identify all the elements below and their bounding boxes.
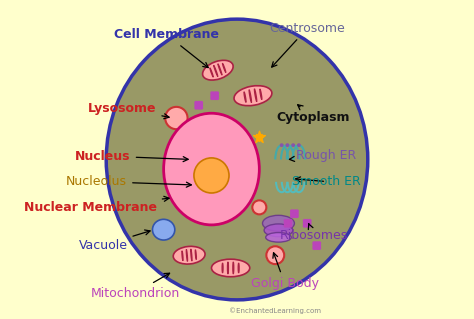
Circle shape — [286, 219, 290, 223]
Circle shape — [285, 143, 289, 147]
Text: Lysosome: Lysosome — [88, 102, 169, 119]
Text: Vacuole: Vacuole — [79, 230, 150, 252]
Ellipse shape — [202, 60, 233, 80]
Circle shape — [286, 224, 290, 228]
Circle shape — [266, 246, 284, 264]
Circle shape — [312, 244, 316, 248]
Circle shape — [289, 221, 292, 225]
Text: Cytoplasm: Cytoplasm — [277, 105, 350, 124]
Circle shape — [283, 224, 287, 228]
Circle shape — [289, 224, 292, 228]
Circle shape — [194, 101, 198, 105]
Ellipse shape — [211, 259, 250, 277]
Ellipse shape — [263, 215, 294, 231]
Text: Mitochondrion: Mitochondrion — [90, 273, 180, 300]
Ellipse shape — [164, 113, 259, 225]
Circle shape — [289, 219, 292, 223]
Ellipse shape — [234, 86, 272, 106]
Circle shape — [215, 96, 219, 100]
Circle shape — [252, 200, 266, 214]
Circle shape — [210, 94, 214, 98]
Ellipse shape — [153, 219, 175, 240]
Circle shape — [303, 219, 307, 223]
Circle shape — [165, 107, 188, 129]
Ellipse shape — [264, 224, 293, 237]
Point — [255, 135, 263, 140]
Circle shape — [312, 246, 316, 250]
Circle shape — [305, 221, 309, 225]
Ellipse shape — [181, 121, 203, 147]
Circle shape — [215, 94, 219, 98]
Text: Nuclear Membrane: Nuclear Membrane — [24, 196, 169, 213]
Circle shape — [197, 103, 201, 107]
Circle shape — [308, 224, 311, 228]
Circle shape — [210, 91, 214, 95]
Circle shape — [197, 106, 201, 110]
Circle shape — [210, 96, 214, 100]
Circle shape — [305, 219, 309, 223]
Circle shape — [297, 143, 301, 147]
Ellipse shape — [106, 19, 368, 300]
Circle shape — [318, 246, 321, 250]
Circle shape — [213, 91, 217, 95]
Circle shape — [312, 241, 316, 245]
Circle shape — [315, 241, 319, 245]
Text: Centrosome: Centrosome — [269, 22, 345, 67]
Circle shape — [303, 221, 307, 225]
Text: Nucleus: Nucleus — [75, 150, 188, 162]
Ellipse shape — [173, 246, 205, 264]
Circle shape — [200, 106, 203, 110]
Circle shape — [197, 101, 201, 105]
Circle shape — [308, 219, 311, 223]
Circle shape — [290, 212, 294, 216]
Circle shape — [286, 221, 290, 225]
Text: Cell Membrane: Cell Membrane — [114, 28, 219, 68]
Circle shape — [292, 209, 296, 213]
Text: Nucleolus: Nucleolus — [66, 175, 191, 188]
Circle shape — [213, 96, 217, 100]
Circle shape — [200, 101, 203, 105]
Text: Golgi Body: Golgi Body — [251, 253, 319, 290]
Circle shape — [315, 244, 319, 248]
Circle shape — [290, 214, 294, 218]
Circle shape — [215, 91, 219, 95]
Circle shape — [280, 143, 283, 147]
Circle shape — [283, 219, 287, 223]
Circle shape — [194, 106, 198, 110]
Circle shape — [291, 143, 295, 147]
Text: Rough ER: Rough ER — [290, 150, 356, 162]
Circle shape — [308, 221, 311, 225]
Text: Ribosomes: Ribosomes — [280, 224, 348, 242]
Circle shape — [283, 221, 287, 225]
Text: ©EnchantedLearning.com: ©EnchantedLearning.com — [229, 307, 321, 314]
Circle shape — [290, 209, 294, 213]
Circle shape — [168, 145, 184, 161]
Circle shape — [194, 158, 229, 193]
Circle shape — [292, 212, 296, 216]
Circle shape — [315, 246, 319, 250]
Circle shape — [194, 103, 198, 107]
Circle shape — [213, 94, 217, 98]
Circle shape — [295, 209, 299, 213]
Circle shape — [305, 224, 309, 228]
Circle shape — [295, 214, 299, 218]
Circle shape — [173, 178, 187, 192]
Ellipse shape — [266, 233, 291, 242]
Circle shape — [318, 241, 321, 245]
Text: Smooth ER: Smooth ER — [292, 175, 361, 188]
Circle shape — [200, 103, 203, 107]
Circle shape — [292, 214, 296, 218]
Circle shape — [318, 244, 321, 248]
Circle shape — [295, 212, 299, 216]
Circle shape — [303, 224, 307, 228]
